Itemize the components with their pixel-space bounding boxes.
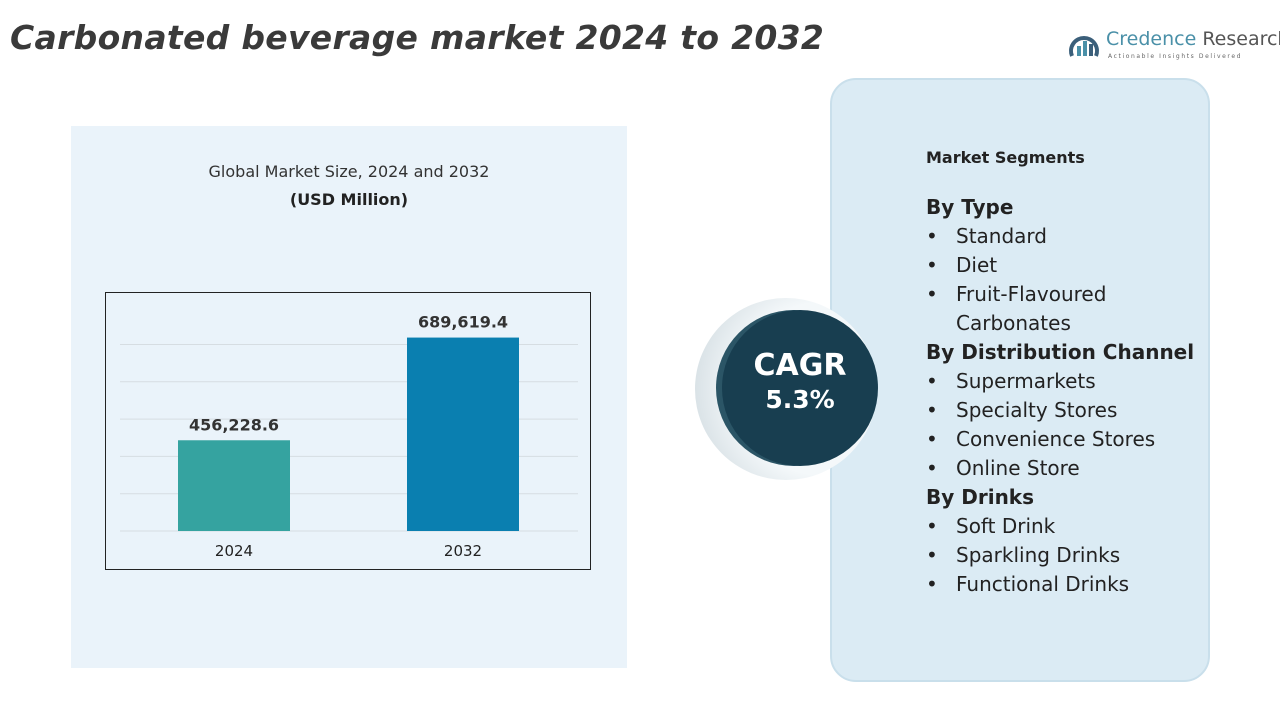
bullet-icon: • [926, 369, 938, 393]
segments-panel [830, 78, 1210, 682]
segment-group-title: By Distribution Channel [926, 340, 1195, 364]
segment-item: • Fruit-Flavoured Carbonates [926, 280, 1226, 338]
bullet-icon: • [926, 543, 938, 567]
segment-item-label: Supermarkets [956, 369, 1096, 393]
segment-item: • Specialty Stores [926, 396, 1226, 425]
bullet-icon: • [926, 398, 938, 422]
credence-research-logo: Credence Research Actionable Insights De… [1068, 26, 1280, 66]
bar-chart-svg: 456,228.6 2024 689,619.4 2032 [120, 313, 578, 560]
segment-item: • Soft Drink [926, 512, 1226, 541]
cagr-value: 5.3% [765, 385, 835, 414]
data-label: 689,619.4 [418, 313, 508, 332]
x-tick-label: 2024 [215, 542, 253, 560]
segment-item-label: Convenience Stores [956, 427, 1156, 451]
segment-item-label: Specialty Stores [956, 398, 1118, 422]
segment-item-label: Soft Drink [956, 514, 1056, 538]
segments-list: By Type • Standard • Diet • Fruit-Flavoured Ca… [926, 193, 1226, 599]
cagr-badge: CAGR 5.3% [722, 310, 878, 466]
bullet-icon: • [926, 253, 938, 277]
chart-title: Global Market Size, 2024 and 2032 [208, 162, 490, 181]
segment-item: • Supermarkets [926, 367, 1226, 396]
bullet-icon: • [926, 224, 938, 248]
segment-item-label: Sparkling Drinks [956, 543, 1121, 567]
segment-item: • Diet [926, 251, 1226, 280]
logo-bar-chart-icon [1069, 36, 1099, 57]
segment-group-title: By Drinks [926, 485, 1035, 509]
bullet-icon: • [926, 282, 938, 306]
segment-item: • Standard [926, 222, 1226, 251]
segment-item-label: Standard [956, 224, 1047, 248]
segment-item: • Convenience Stores [926, 425, 1226, 454]
data-label: 456,228.6 [189, 415, 279, 434]
segment-item: • Sparkling Drinks [926, 541, 1226, 570]
segment-item-label: Functional Drinks [956, 572, 1130, 596]
segment-item: • Functional Drinks [926, 570, 1226, 599]
chart-panel [71, 126, 627, 668]
bullet-icon: • [926, 427, 938, 451]
bullet-icon: • [926, 456, 938, 480]
logo-name: Credence Research [1106, 28, 1280, 50]
segment-item-label: Diet [956, 253, 998, 277]
bar-2032 [407, 337, 519, 531]
segment-group-title: By Type [926, 195, 1014, 219]
segment-item: • Online Store [926, 454, 1226, 483]
chart-unit: (USD Million) [289, 190, 409, 209]
cagr-label: CAGR [753, 348, 847, 383]
bullet-icon: • [926, 572, 938, 596]
x-tick-label: 2032 [444, 542, 482, 560]
segments-heading: Market Segments [926, 148, 1085, 167]
page-title: Carbonated beverage market 2024 to 2032 [10, 18, 825, 57]
logo-tagline: Actionable Insights Delivered [1108, 53, 1243, 60]
bar-chart: 456,228.6 2024 689,619.4 2032 [105, 292, 591, 570]
bullet-icon: • [926, 514, 938, 538]
segment-item-label: Fruit-Flavoured Carbonates [956, 282, 1107, 335]
bar-2024 [178, 440, 290, 531]
segment-item-label: Online Store [956, 456, 1080, 480]
